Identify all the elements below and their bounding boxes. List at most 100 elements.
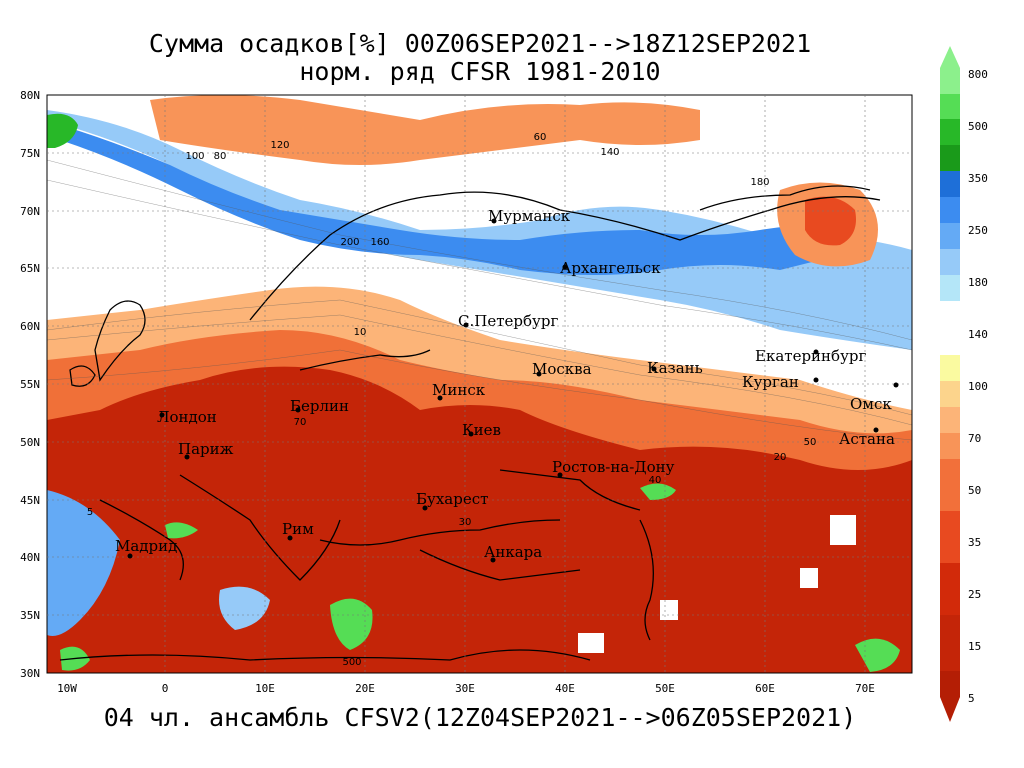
city-label: Мурманск <box>488 207 571 225</box>
contour-label: 50 <box>804 437 817 448</box>
precipitation-map: 80N 75N 70N 65N 60N 55N 50N 45N 40N 35N … <box>0 80 940 700</box>
city-label: Курган <box>742 373 799 391</box>
map-title-line-1: Сумма осадков[%] 00Z06SEP2021-->18Z12SEP… <box>148 29 812 58</box>
city-label: Ростов-на-Дону <box>552 458 675 476</box>
lon-label: 10W <box>57 682 77 695</box>
city-dot <box>184 454 190 460</box>
city-label: Париж <box>178 440 234 458</box>
graticule <box>47 95 912 673</box>
lon-label: 50E <box>655 682 675 695</box>
lat-label: 35N <box>20 609 40 622</box>
contour-label: 60 <box>534 132 547 143</box>
city-label: Москва <box>532 360 592 378</box>
legend-value: 15 <box>968 640 981 653</box>
city-dot <box>463 322 469 328</box>
city-dot <box>651 366 657 372</box>
city-label: Лондон <box>157 408 217 426</box>
city-dot <box>562 264 568 270</box>
city-dot <box>468 431 474 437</box>
legend-value: 5 <box>968 692 975 705</box>
lon-label: 10E <box>255 682 275 695</box>
lon-label: 40E <box>555 682 575 695</box>
legend-value: 70 <box>968 432 981 445</box>
longitude-labels: 10W 0 10E 20E 30E 40E 50E 60E 70E <box>57 682 875 695</box>
map-title-line-2: норм. ряд CFSR 1981-2010 <box>299 57 661 86</box>
legend-values: 800 500 350 250 180 140 100 70 50 35 25 … <box>968 68 988 705</box>
city-label: С.Петербург <box>458 312 558 330</box>
legend-arrow-down-icon <box>940 697 960 722</box>
contour-label: 140 <box>600 147 619 158</box>
city-label: Мадрид <box>115 537 177 555</box>
lon-label: 20E <box>355 682 375 695</box>
city-dot <box>490 557 496 563</box>
legend-value: 50 <box>968 484 981 497</box>
city-dot <box>813 349 819 355</box>
city-label: Киев <box>462 421 501 439</box>
legend-value: 500 <box>968 120 988 133</box>
city-label: Казань <box>647 359 703 377</box>
contour-label: 160 <box>370 237 389 248</box>
legend-value: 180 <box>968 276 988 289</box>
lat-label: 80N <box>20 89 40 102</box>
city-dot <box>295 407 301 413</box>
lon-label: 60E <box>755 682 775 695</box>
lat-label: 60N <box>20 320 40 333</box>
city-label: Берлин <box>290 397 349 415</box>
lat-label: 45N <box>20 494 40 507</box>
city-dot <box>422 505 428 511</box>
lat-label: 50N <box>20 436 40 449</box>
contour-label: 70 <box>294 417 307 428</box>
color-legend: 800 500 350 250 180 140 100 70 50 35 25 … <box>938 40 1024 730</box>
lon-label: 0 <box>162 682 169 695</box>
contour-label: 20 <box>774 452 787 463</box>
lon-label: 70E <box>855 682 875 695</box>
lat-label: 40N <box>20 551 40 564</box>
contour-value-labels: 60 100 80 120 140 160 200 180 40 20 10 3… <box>87 132 817 668</box>
contour-lines <box>47 159 912 441</box>
legend-value: 250 <box>968 224 988 237</box>
city-dot <box>557 472 563 478</box>
contour-label: 5 <box>87 507 93 518</box>
lat-label: 55N <box>20 378 40 391</box>
legend-value: 350 <box>968 172 988 185</box>
city-label: Астана <box>839 430 895 448</box>
city-dot <box>491 218 497 224</box>
contour-label: 40 <box>649 475 662 486</box>
city-dot <box>893 382 899 388</box>
city-dot <box>159 412 165 418</box>
latitude-labels: 80N 75N 70N 65N 60N 55N 50N 45N 40N 35N … <box>20 89 40 680</box>
contour-label: 180 <box>750 177 769 188</box>
legend-value: 800 <box>968 68 988 81</box>
legend-value: 35 <box>968 536 981 549</box>
city-label: Архангельск <box>560 259 661 277</box>
legend-value: 25 <box>968 588 981 601</box>
city-labels: Мурманск Архангельск С.Петербург Москва … <box>115 207 895 561</box>
contour-label: 30 <box>459 517 472 528</box>
city-markers <box>127 218 899 563</box>
city-label: Бухарест <box>416 490 488 508</box>
city-dot <box>536 371 542 377</box>
lat-label: 75N <box>20 147 40 160</box>
contour-label: 10 <box>354 327 367 338</box>
contour-label: 80 <box>214 151 227 162</box>
contour-label: 500 <box>342 657 361 668</box>
lon-label: 30E <box>455 682 475 695</box>
city-dot <box>873 427 879 433</box>
coastlines <box>59 185 881 661</box>
city-dot <box>437 395 443 401</box>
city-label: Минск <box>432 381 486 399</box>
legend-value: 140 <box>968 328 988 341</box>
ensemble-footer: 04 чл. ансамбль CFSV2(12Z04SEP2021-->06Z… <box>103 703 857 732</box>
lat-label: 65N <box>20 262 40 275</box>
contour-label: 120 <box>270 140 289 151</box>
city-label: Екатеринбург <box>755 347 866 365</box>
city-label: Анкара <box>484 543 542 561</box>
city-dot <box>127 553 133 559</box>
city-dot <box>813 377 819 383</box>
city-dot <box>287 535 293 541</box>
lat-label: 30N <box>20 667 40 680</box>
contour-label: 100 <box>185 151 204 162</box>
legend-value: 100 <box>968 380 988 393</box>
lat-label: 70N <box>20 205 40 218</box>
legend-arrow-up-icon <box>940 46 960 68</box>
